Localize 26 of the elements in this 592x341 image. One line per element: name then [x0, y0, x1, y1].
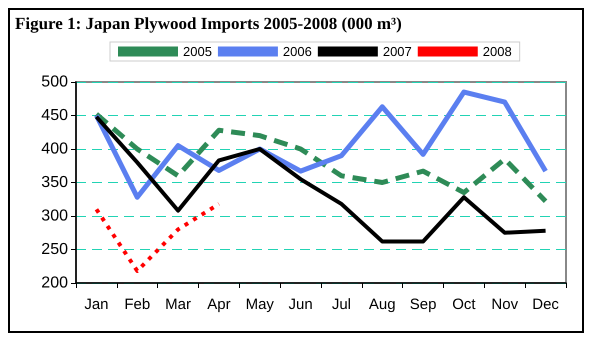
y-tick-label: 300 — [41, 208, 68, 224]
x-tick-label: Aug — [368, 296, 396, 313]
legend-label: 2007 — [382, 44, 412, 59]
x-tick-label: Sep — [410, 296, 436, 313]
x-tick-label: Oct — [452, 296, 476, 313]
legend-label: 2005 — [183, 44, 212, 59]
x-tick-label: Nov — [491, 296, 519, 313]
line-series — [94, 202, 221, 273]
y-tick-label: 500 — [41, 74, 68, 90]
x-tick-label: Jan — [84, 296, 109, 313]
x-tick-label: Mar — [165, 296, 192, 313]
x-tick-label: Jul — [332, 296, 352, 313]
legend-label: 2008 — [482, 44, 512, 59]
y-tick-label: 350 — [41, 174, 68, 191]
x-tick-label: Dec — [532, 296, 560, 313]
x-tick-label: Feb — [124, 296, 150, 313]
y-tick-label: 450 — [41, 107, 68, 124]
legend-label: 2006 — [282, 44, 312, 59]
y-tick-label: 200 — [41, 274, 68, 292]
x-tick-label: May — [246, 296, 274, 313]
x-tick-label: Jun — [288, 296, 313, 313]
y-tick-label: 250 — [41, 241, 68, 258]
x-tick-label: Apr — [207, 296, 231, 313]
chart-title: Figure 1: Japan Plywood Imports 2005-2008 (000 m³) — [15, 14, 402, 33]
line-series — [94, 114, 548, 244]
y-tick-label: 400 — [41, 140, 68, 158]
